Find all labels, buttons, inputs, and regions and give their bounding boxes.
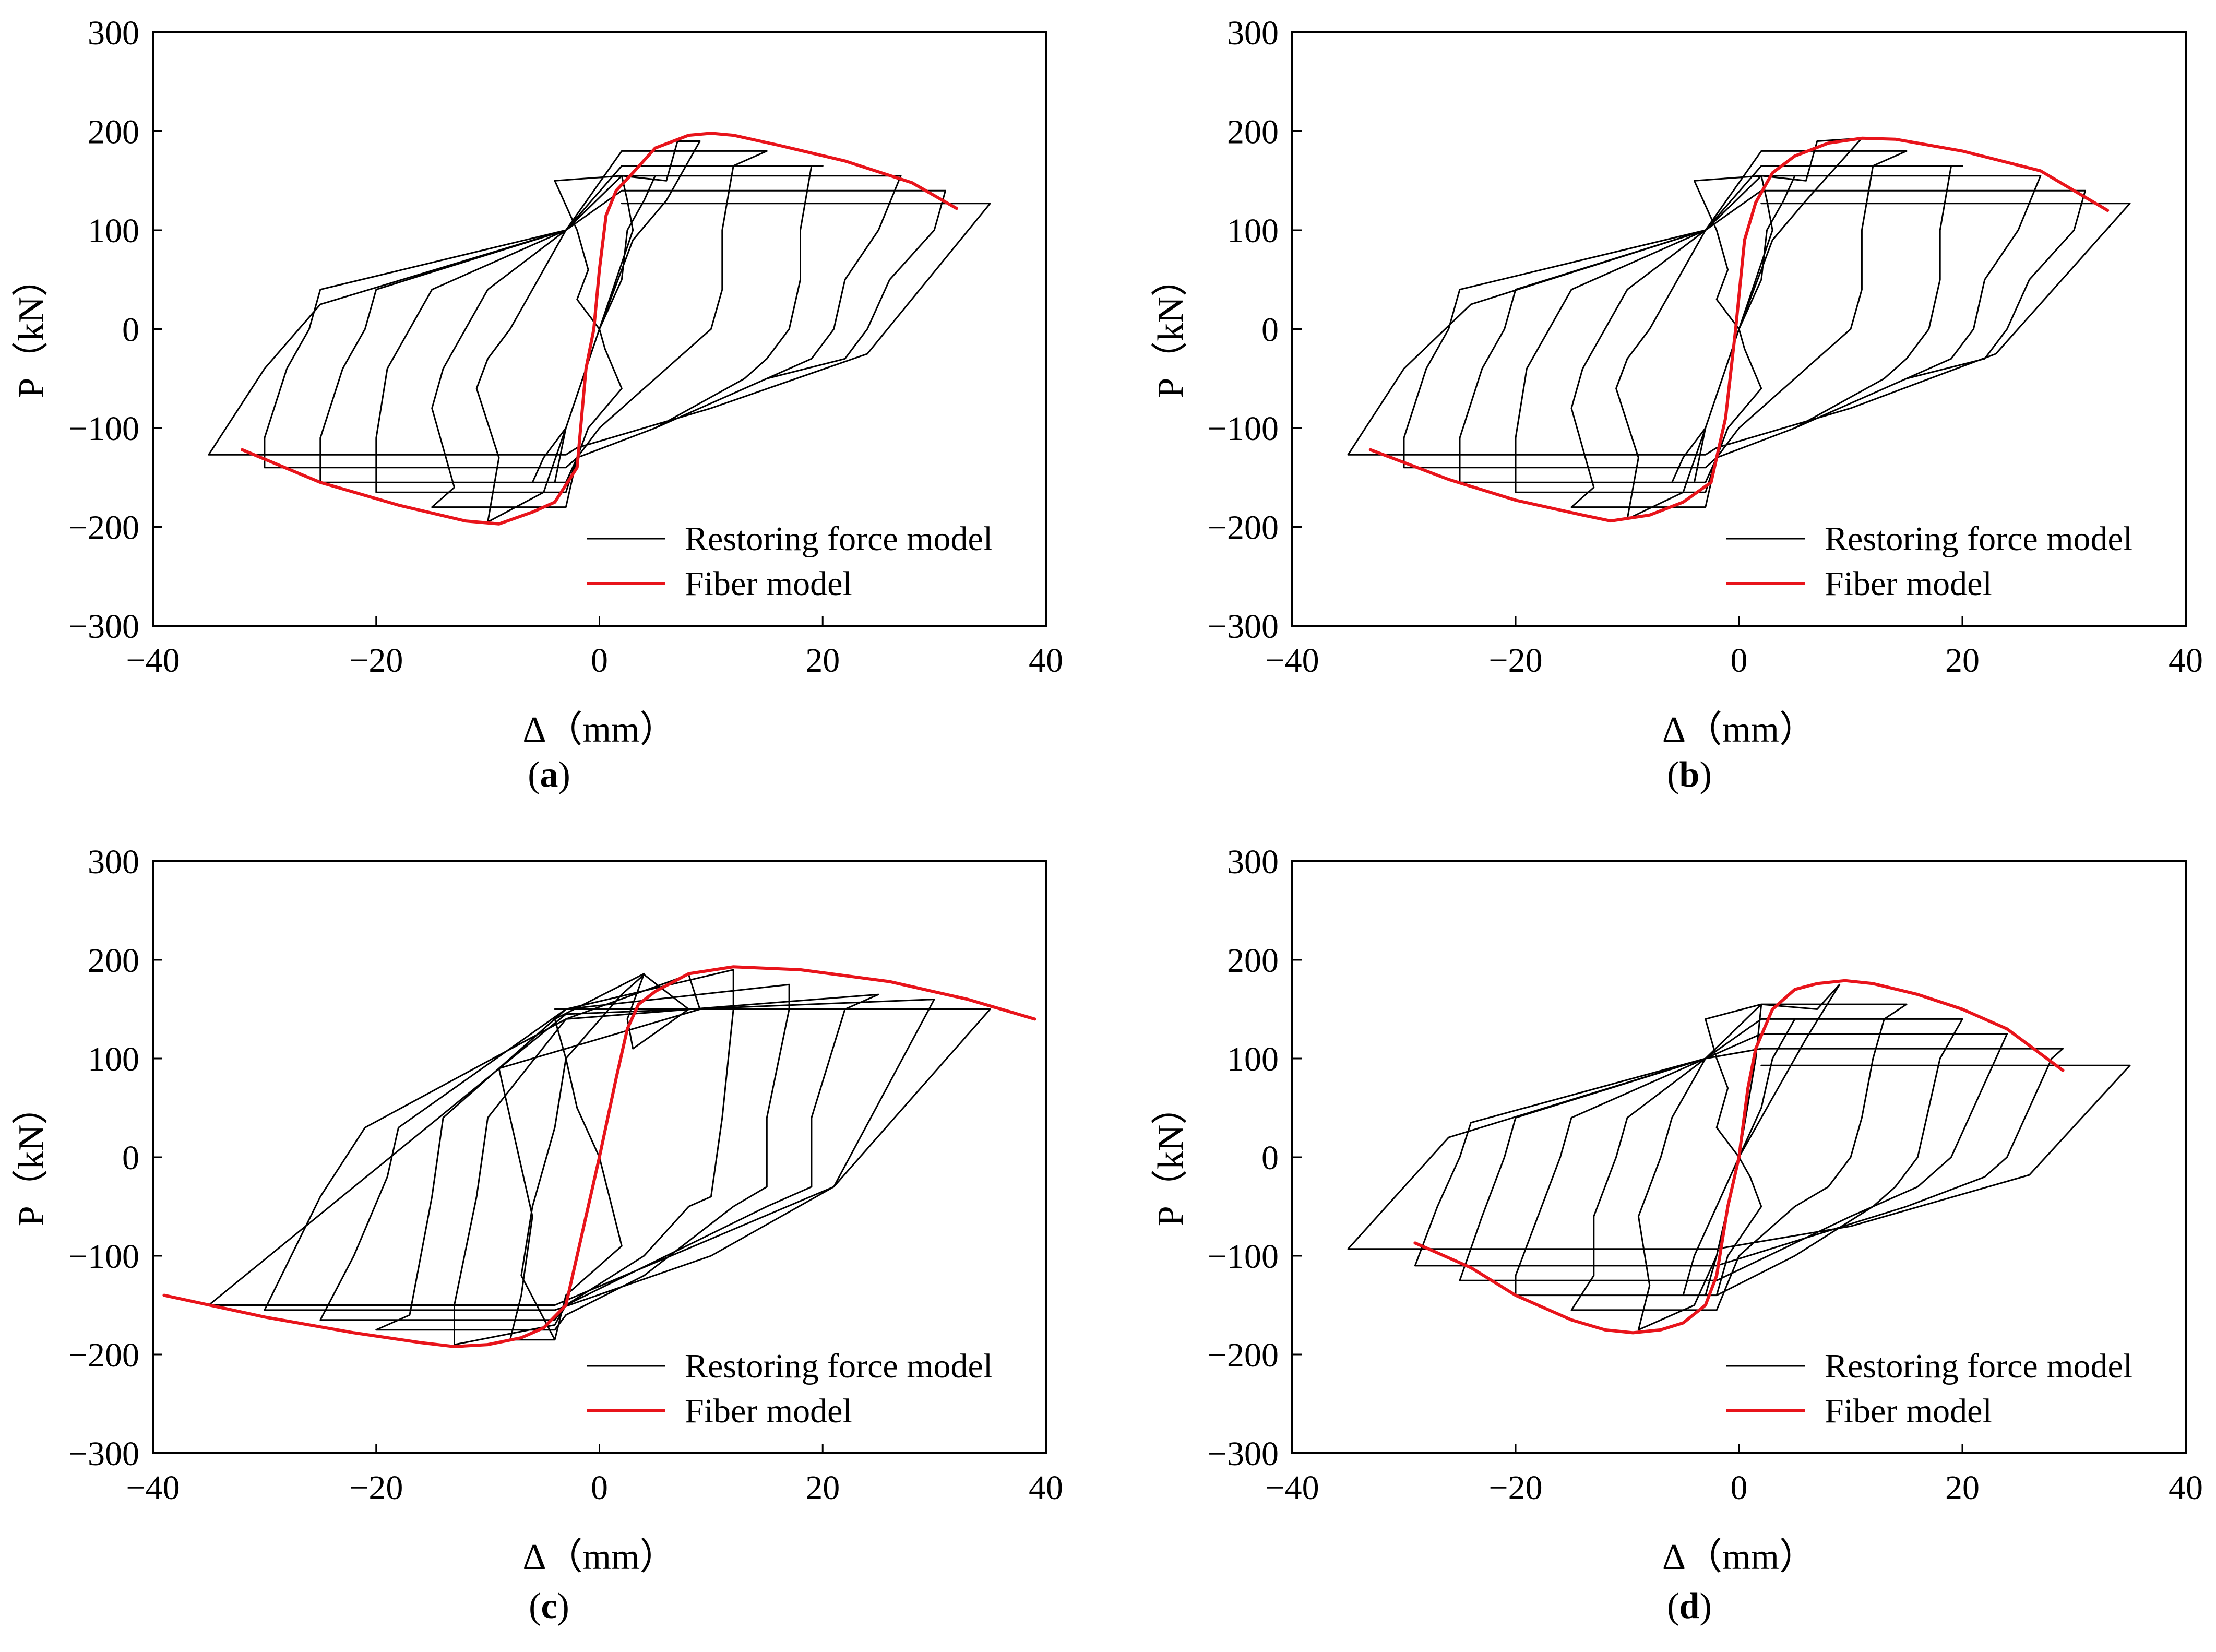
panel-label-b: (b) xyxy=(1667,755,1712,795)
x-axis-title: Δ（mm） xyxy=(1662,1537,1816,1577)
x-tick-label: 40 xyxy=(1029,641,1063,680)
y-tick-label: 300 xyxy=(88,843,139,881)
restoring-force-curve-a xyxy=(208,140,991,523)
x-tick-label: 0 xyxy=(1731,641,1748,680)
x-tick-label: −20 xyxy=(1488,1469,1542,1507)
y-tick-label: −300 xyxy=(1208,608,1279,646)
x-tick-label: 20 xyxy=(805,1469,840,1507)
y-tick-label: 200 xyxy=(1227,942,1279,980)
y-tick-label: −100 xyxy=(68,410,139,448)
y-tick-label: 0 xyxy=(1261,311,1279,349)
y-axis-title: P（kN） xyxy=(11,260,52,398)
y-tick-label: −100 xyxy=(1208,1238,1279,1276)
x-tick-label: 40 xyxy=(2169,641,2203,680)
x-tick-label: 20 xyxy=(1945,641,1980,680)
y-tick-label: 300 xyxy=(88,14,139,52)
y-tick-label: −300 xyxy=(1208,1435,1279,1473)
restoring-force-curve-b xyxy=(1347,137,2131,520)
x-tick-label: −40 xyxy=(1265,1469,1319,1507)
x-tick-label: 40 xyxy=(1029,1469,1063,1507)
legend-label-fiber-model: Fiber model xyxy=(685,1392,852,1430)
x-tick-label: −20 xyxy=(349,641,403,680)
x-tick-label: 20 xyxy=(805,641,840,680)
y-tick-label: 200 xyxy=(1227,113,1279,151)
legend-label-restoring-force: Restoring force model xyxy=(1825,1347,2132,1385)
legend: Restoring force model Fiber model xyxy=(587,1347,993,1430)
restoring-force-curve-c xyxy=(208,969,991,1346)
y-tick-label: 100 xyxy=(1227,1040,1279,1078)
panel-label-a: (a) xyxy=(528,755,570,795)
y-tick-label: 100 xyxy=(88,212,139,250)
y-tick-label: −200 xyxy=(68,509,139,547)
legend: Restoring force model Fiber model xyxy=(1726,520,2132,603)
y-axis-title: P（kN） xyxy=(1151,1088,1191,1226)
x-tick-label: 0 xyxy=(1731,1469,1748,1507)
x-tick-label: 0 xyxy=(591,641,608,680)
x-axis-title: Δ（mm） xyxy=(523,1537,676,1577)
y-tick-label: −100 xyxy=(1208,410,1279,448)
x-tick-label: −20 xyxy=(349,1469,403,1507)
chart-panel-a: −40 −20 0 20 40−300−200−1000100200300Δ（mm）P（… xyxy=(11,14,1063,795)
y-tick-label: 0 xyxy=(122,1139,139,1177)
y-tick-label: −300 xyxy=(68,608,139,646)
y-axis-title: P（kN） xyxy=(1151,260,1191,398)
x-tick-label: −40 xyxy=(126,1469,180,1507)
y-tick-label: 300 xyxy=(1227,14,1279,52)
legend: Restoring force model Fiber model xyxy=(1726,1347,2132,1430)
x-tick-label: −40 xyxy=(126,641,180,680)
x-tick-label: 20 xyxy=(1945,1469,1980,1507)
fiber-model-curve-b xyxy=(1368,136,2110,523)
y-tick-label: 0 xyxy=(1261,1139,1279,1177)
x-axis-title: Δ（mm） xyxy=(523,710,676,750)
y-tick-label: −100 xyxy=(68,1238,139,1276)
y-tick-label: −200 xyxy=(68,1336,139,1374)
x-tick-label: −40 xyxy=(1265,641,1319,680)
y-tick-label: 100 xyxy=(1227,212,1279,250)
x-tick-label: 0 xyxy=(591,1469,608,1507)
y-tick-label: 200 xyxy=(88,942,139,980)
legend-label-fiber-model: Fiber model xyxy=(685,565,852,603)
chart-panel-b: −40 −20 0 20 40−300−200−1000100200300Δ（mm）P（… xyxy=(1151,14,2203,795)
y-tick-label: 200 xyxy=(88,113,139,151)
y-tick-label: −200 xyxy=(1208,1336,1279,1374)
legend-label-restoring-force: Restoring force model xyxy=(685,520,993,558)
legend-label-fiber-model: Fiber model xyxy=(1825,1392,1992,1430)
panel-label-d: (d) xyxy=(1667,1586,1712,1626)
panel-label-c: (c) xyxy=(529,1586,569,1626)
fiber-model-curve-d xyxy=(1413,979,2065,1335)
y-tick-label: 300 xyxy=(1227,843,1279,881)
y-tick-label: 0 xyxy=(122,311,139,349)
legend-label-restoring-force: Restoring force model xyxy=(685,1347,993,1385)
chart-panel-d: −40 −20 0 20 40−300−200−1000100200300Δ（mm）P（… xyxy=(1151,843,2203,1626)
legend-label-fiber-model: Fiber model xyxy=(1825,565,1992,603)
y-tick-label: −300 xyxy=(68,1435,139,1473)
x-tick-label: −20 xyxy=(1488,641,1542,680)
y-tick-label: −200 xyxy=(1208,509,1279,547)
x-tick-label: 40 xyxy=(2169,1469,2203,1507)
y-axis-title: P（kN） xyxy=(11,1088,52,1226)
chart-panel-c: −40 −20 0 20 40−300−200−1000100200300Δ（mm）P（… xyxy=(11,843,1063,1626)
fiber-model-curve-a xyxy=(241,132,958,526)
fiber-model-curve-c xyxy=(162,965,1036,1348)
legend: Restoring force model Fiber model xyxy=(587,520,993,603)
x-axis-title: Δ（mm） xyxy=(1662,710,1816,750)
restoring-force-curve-d xyxy=(1347,983,2131,1331)
y-tick-label: 100 xyxy=(88,1040,139,1078)
legend-label-restoring-force: Restoring force model xyxy=(1825,520,2132,558)
